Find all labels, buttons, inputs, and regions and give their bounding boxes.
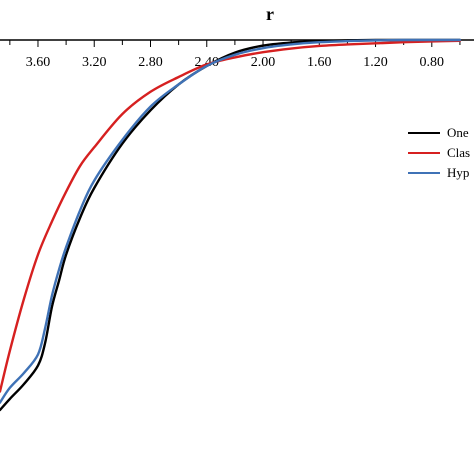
series-lines <box>0 38 462 412</box>
legend-label-clas: Clas <box>447 145 470 160</box>
series-line-clas <box>0 39 462 393</box>
x-tick-label: 3.20 <box>82 55 107 70</box>
x-tick-label: 1.20 <box>363 55 388 70</box>
legend: One Clas Hyp <box>408 125 470 180</box>
x-tick-label: 2.00 <box>251 55 276 70</box>
x-tick-label: 3.60 <box>26 55 51 70</box>
x-tick-label: 2.80 <box>138 55 163 70</box>
x-axis-title: r <box>266 4 274 24</box>
legend-label-one: One <box>447 125 469 140</box>
series-line-hyp <box>0 38 462 404</box>
x-tick-label: 0.80 <box>420 55 445 70</box>
legend-label-hyp: Hyp <box>447 165 469 180</box>
x-tick-label: 1.60 <box>307 55 332 70</box>
x-axis-tick-labels: 3.60 3.20 2.80 2.40 2.00 1.60 1.20 0.80 <box>26 55 444 70</box>
